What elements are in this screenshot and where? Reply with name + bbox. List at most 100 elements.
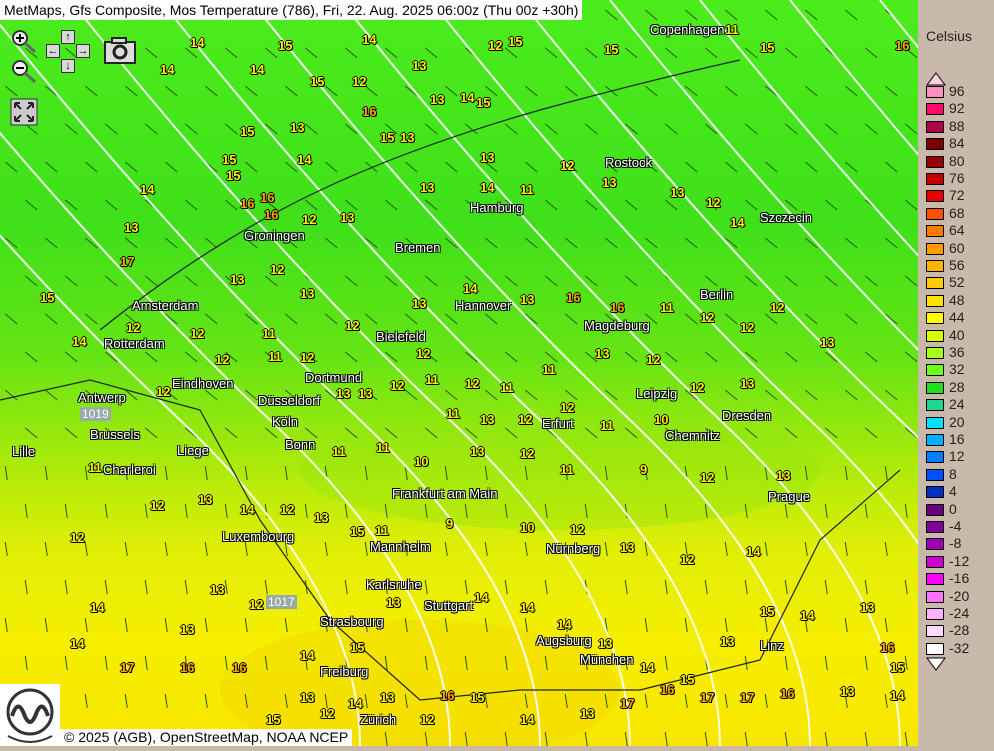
wind-arrow	[824, 427, 838, 439]
temperature-value: 11	[425, 372, 439, 387]
weather-map[interactable]: 14 15 14 12 15 11 16 15 15 14 14 15 12 13 14 15 13 16 15 13…	[0, 0, 918, 746]
wind-arrow	[204, 541, 208, 557]
legend-swatch	[926, 503, 944, 516]
temperature-value: 13	[430, 92, 445, 107]
wind-arrow	[524, 161, 538, 173]
wind-arrow	[284, 389, 298, 401]
isobar-line	[879, 0, 918, 49]
wind-arrow	[384, 199, 398, 211]
wind-arrow	[404, 465, 408, 481]
temperature-value: 13	[300, 690, 315, 705]
wind-arrow	[424, 123, 438, 135]
wind-arrow	[444, 389, 458, 401]
wind-arrow	[584, 427, 598, 439]
wind-arrow	[604, 465, 608, 481]
temperature-value: 16	[232, 660, 247, 675]
legend-swatch	[926, 225, 944, 238]
temperature-value: 16	[895, 38, 910, 53]
wind-arrow	[364, 237, 378, 249]
wind-arrow	[644, 313, 658, 325]
wind-arrow	[804, 389, 818, 401]
wind-arrow	[204, 465, 208, 481]
wind-arrow	[484, 313, 498, 325]
wind-arrow	[444, 237, 458, 249]
wind-arrow	[444, 85, 458, 97]
wind-arrow	[524, 465, 528, 481]
wind-arrow	[224, 275, 238, 287]
wind-arrow	[404, 313, 418, 325]
zoom-in-icon[interactable]	[10, 28, 38, 54]
temperature-value: 16	[880, 640, 895, 655]
wind-arrow	[464, 275, 478, 287]
isobar-line	[789, 0, 918, 156]
wind-arrow	[604, 237, 618, 249]
wind-arrow	[584, 655, 588, 671]
temperature-value: 14	[160, 62, 175, 77]
wind-arrow	[244, 161, 258, 173]
pan-up-button[interactable]: ↑	[61, 30, 75, 44]
wind-arrow	[204, 85, 218, 97]
wind-arrow	[104, 123, 118, 135]
wind-arrow	[424, 579, 428, 595]
wind-arrow	[664, 655, 668, 671]
temperature-value: 13	[210, 582, 225, 597]
legend-label: -12	[949, 552, 970, 569]
temperature-value: 13	[314, 510, 329, 525]
wind-arrow	[744, 427, 758, 439]
wind-arrow	[484, 693, 488, 709]
wind-arrow	[824, 655, 828, 671]
wind-arrow	[344, 199, 358, 211]
temperature-value: 11	[446, 406, 460, 421]
wind-arrow	[804, 541, 808, 557]
wind-arrow	[604, 541, 608, 557]
wind-arrow	[144, 655, 148, 671]
wind-arrow	[744, 123, 758, 135]
wind-arrow	[164, 237, 178, 249]
wind-arrow	[664, 427, 678, 439]
pan-down-button[interactable]: ↓	[61, 59, 75, 73]
wind-arrow	[404, 617, 408, 633]
wind-arrow	[364, 617, 368, 633]
wind-arrow	[624, 199, 638, 211]
legend-swatch	[926, 451, 944, 464]
wind-arrow	[624, 579, 628, 595]
wind-arrow	[604, 693, 608, 709]
legend-swatch	[926, 573, 944, 586]
wind-arrow	[264, 275, 278, 287]
pan-left-button[interactable]: ←	[46, 44, 60, 58]
wind-arrow	[684, 161, 698, 173]
temperature-value: 12	[560, 158, 575, 173]
temperature-value: 13	[358, 386, 373, 401]
wind-arrow	[344, 47, 358, 59]
city-label: Brussels	[90, 427, 140, 442]
wind-arrow	[404, 237, 418, 249]
camera-icon[interactable]	[104, 36, 136, 64]
wind-arrow	[484, 161, 498, 173]
temperature-value: 11	[500, 380, 514, 395]
wind-arrow	[244, 85, 258, 97]
wind-arrow	[704, 427, 718, 439]
wind-arrow	[744, 351, 758, 363]
wind-arrow	[264, 579, 268, 595]
wind-arrow	[844, 161, 858, 173]
temperature-value: 11	[88, 460, 102, 475]
wind-arrow	[884, 693, 888, 709]
wind-arrow	[604, 389, 618, 401]
wind-arrow	[204, 693, 208, 709]
temperature-value: 12	[700, 470, 715, 485]
temperature-value: 13	[380, 690, 395, 705]
city-label: Eindhoven	[172, 376, 234, 391]
temperature-value: 13	[776, 468, 791, 483]
pan-right-button[interactable]: →	[76, 44, 90, 58]
zoom-out-icon[interactable]	[10, 58, 38, 84]
fullscreen-icon[interactable]	[10, 98, 38, 126]
wind-arrow	[684, 693, 688, 709]
temperature-value: 13	[602, 175, 617, 190]
wind-arrow	[24, 351, 38, 363]
wind-arrow	[4, 237, 18, 249]
wind-arrow	[124, 237, 138, 249]
temperature-value: 15	[278, 38, 293, 53]
temperature-value: 16	[440, 688, 455, 703]
temperature-value: 12	[302, 212, 317, 227]
wind-arrow	[504, 351, 518, 363]
